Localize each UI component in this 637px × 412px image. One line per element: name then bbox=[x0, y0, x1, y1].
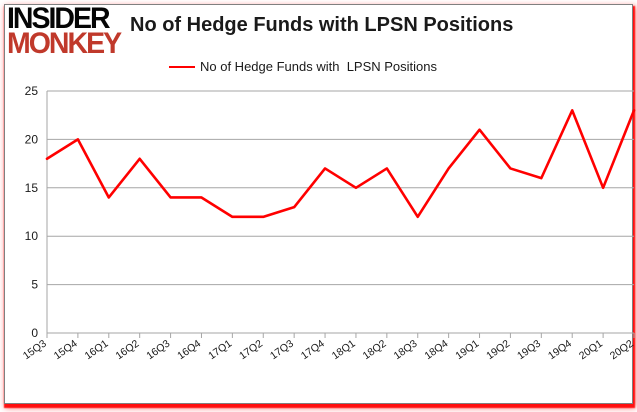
svg-text:19Q1: 19Q1 bbox=[453, 338, 481, 363]
svg-text:5: 5 bbox=[31, 278, 38, 292]
svg-text:17Q2: 17Q2 bbox=[237, 338, 265, 363]
svg-text:16Q1: 16Q1 bbox=[83, 338, 111, 363]
svg-text:20Q2: 20Q2 bbox=[608, 338, 636, 363]
svg-text:18Q1: 18Q1 bbox=[330, 338, 358, 363]
svg-text:19Q3: 19Q3 bbox=[515, 338, 543, 363]
svg-text:18Q2: 18Q2 bbox=[361, 338, 389, 363]
svg-text:20: 20 bbox=[25, 132, 39, 146]
svg-text:19Q4: 19Q4 bbox=[546, 338, 574, 363]
svg-text:15Q3: 15Q3 bbox=[21, 338, 49, 363]
svg-text:10: 10 bbox=[25, 229, 39, 243]
svg-text:17Q1: 17Q1 bbox=[206, 338, 234, 363]
svg-text:17Q4: 17Q4 bbox=[299, 338, 327, 363]
svg-text:18Q3: 18Q3 bbox=[392, 338, 420, 363]
svg-text:19Q2: 19Q2 bbox=[484, 338, 512, 363]
svg-text:16Q2: 16Q2 bbox=[113, 338, 141, 363]
svg-text:17Q3: 17Q3 bbox=[268, 338, 296, 363]
svg-text:15: 15 bbox=[25, 181, 39, 195]
svg-text:0: 0 bbox=[31, 326, 38, 340]
svg-text:16Q4: 16Q4 bbox=[175, 338, 203, 363]
svg-text:16Q3: 16Q3 bbox=[144, 338, 172, 363]
svg-text:18Q4: 18Q4 bbox=[422, 338, 450, 363]
svg-text:20Q1: 20Q1 bbox=[577, 338, 605, 363]
svg-text:25: 25 bbox=[25, 84, 39, 98]
svg-text:15Q4: 15Q4 bbox=[52, 338, 80, 363]
